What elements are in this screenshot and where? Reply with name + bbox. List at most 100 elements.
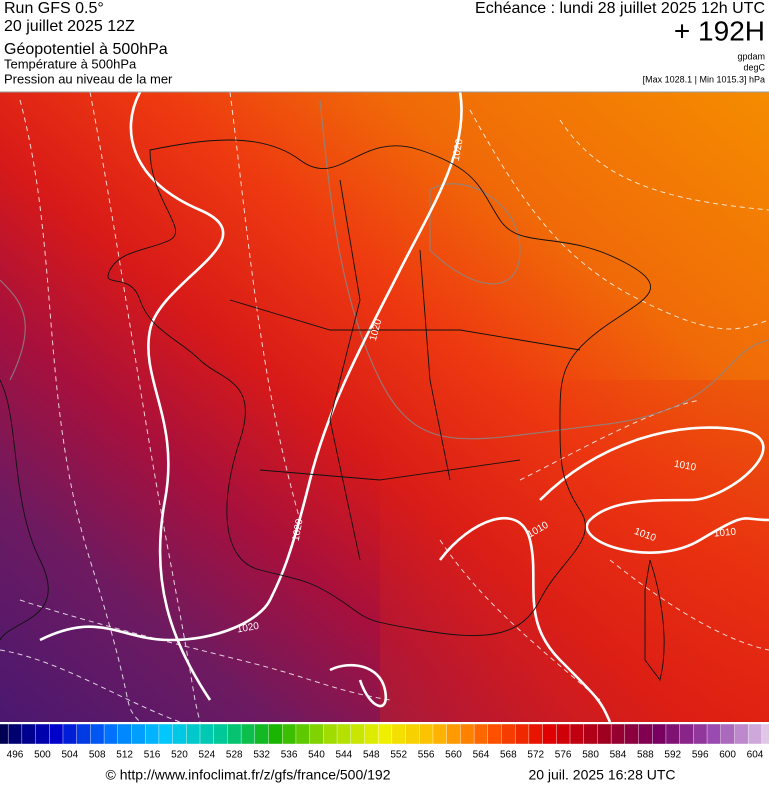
source: © http://www.infoclimat.fr/z/gfs/france/… <box>106 767 391 783</box>
colorbar-tick-label: 520 <box>171 750 188 761</box>
color-swatch <box>706 723 722 745</box>
color-swatch <box>652 723 667 745</box>
colorbar-tick-label: 572 <box>527 750 544 761</box>
color-swatch <box>679 723 694 745</box>
color-swatch <box>0 723 9 745</box>
colorbar-tick-label: 560 <box>445 750 462 761</box>
color-swatch <box>186 723 201 745</box>
contour-label: 1010 <box>713 527 737 540</box>
contour-label: 1020 <box>291 518 306 542</box>
colorbar-tick-label: 600 <box>719 750 736 761</box>
lead-time: + 192H <box>674 15 765 46</box>
color-swatch <box>487 723 502 745</box>
color-swatch <box>446 723 461 745</box>
color-swatch <box>323 723 338 745</box>
color-swatch <box>514 723 530 745</box>
temperature-isolines <box>0 91 769 723</box>
color-swatch <box>213 723 228 745</box>
colorbar: 496 500 504 508 512 516 520 524 528 532 536 540 544 5… <box>0 723 769 761</box>
color-swatch <box>747 723 763 745</box>
contour-label: 1020 <box>236 621 260 636</box>
color-swatch <box>76 723 91 745</box>
color-swatch <box>309 723 324 745</box>
color-swatch <box>569 723 585 745</box>
color-swatch <box>35 723 50 745</box>
color-swatch <box>597 723 612 745</box>
contour-label: 1020 <box>451 138 466 162</box>
color-swatch <box>103 723 119 745</box>
color-swatch <box>556 723 571 745</box>
header: Run GFS 0.5° 20 juillet 2025 12Z Géopote… <box>4 0 766 86</box>
color-swatch <box>21 723 37 745</box>
colorbar-tick-label: 580 <box>582 750 599 761</box>
color-swatch <box>199 723 215 745</box>
color-swatch <box>117 723 132 745</box>
color-swatch <box>734 723 749 745</box>
title: Géopotentiel à 500hPa <box>4 41 168 58</box>
color-swatch <box>693 723 708 745</box>
color-swatch <box>473 723 489 745</box>
color-swatch <box>665 723 681 745</box>
color-swatch <box>364 723 379 745</box>
colorbar-tick-label: 500 <box>34 750 51 761</box>
generated: 20 juil. 2025 16:28 UTC <box>528 767 675 783</box>
color-swatch <box>90 723 105 745</box>
color-swatch <box>282 723 297 745</box>
colorbar-tick-label: 512 <box>116 750 133 761</box>
run-date: 20 juillet 2025 12Z <box>4 18 135 35</box>
color-swatch <box>460 723 475 745</box>
contour-label: 1010 <box>673 459 697 474</box>
extremes: [Max 1028.1 | Min 1015.3] hPa <box>643 74 765 84</box>
pressure-isobars <box>39 91 769 723</box>
colorbar-tick-label: 536 <box>281 750 298 761</box>
color-swatch <box>501 723 516 745</box>
colorbar-tick-label: 508 <box>89 750 106 761</box>
color-swatch <box>432 723 448 745</box>
color-swatch <box>268 723 283 745</box>
color-swatch <box>419 723 434 745</box>
colorbar-tick-label: 564 <box>473 750 490 761</box>
color-swatch <box>528 723 544 745</box>
colorbar-tick-label: 568 <box>500 750 517 761</box>
colorbar-tick-label: 576 <box>555 750 572 761</box>
color-swatch <box>624 723 640 745</box>
color-swatch <box>761 723 769 745</box>
unit: degC <box>743 62 765 72</box>
color-swatch <box>336 723 352 745</box>
color-swatch <box>583 723 598 745</box>
color-swatch <box>610 723 626 745</box>
colorbar-tick-label: 584 <box>610 750 627 761</box>
colorbar-tick-label: 592 <box>664 750 681 761</box>
color-swatch <box>158 723 174 745</box>
color-swatch <box>405 723 420 745</box>
color-swatch <box>350 723 365 745</box>
colorbar-tick-label: 544 <box>336 750 353 761</box>
colorbar-tick-label: 596 <box>692 750 709 761</box>
geopotential-lines <box>0 99 769 440</box>
color-swatch <box>638 723 653 745</box>
colorbar-tick-label: 540 <box>308 750 325 761</box>
subtitle: Température à 500hPa <box>4 56 137 71</box>
colorbar-tick-label: 552 <box>390 750 407 761</box>
color-swatch <box>391 723 407 745</box>
colorbar-tick-label: 524 <box>199 750 216 761</box>
colorbar-tick-label: 588 <box>637 750 654 761</box>
colorbar-tick-label: 556 <box>418 750 435 761</box>
subtitle: Pression au niveau de la mer <box>4 71 173 86</box>
run: Run GFS 0.5° <box>4 0 104 17</box>
color-swatch <box>720 723 735 745</box>
colorbar-tick-label: 528 <box>226 750 243 761</box>
color-swatch <box>7 723 23 745</box>
colorbar-tick-label: 548 <box>363 750 380 761</box>
color-swatch <box>62 723 78 745</box>
unit: gpdam <box>737 51 765 61</box>
color-swatch <box>49 723 64 745</box>
colorbar-tick-label: 504 <box>61 750 78 761</box>
color-swatch <box>542 723 557 745</box>
color-swatch <box>144 723 160 745</box>
color-swatch <box>131 723 146 745</box>
colorbar-tick-label: 532 <box>253 750 270 761</box>
color-swatch <box>240 723 256 745</box>
